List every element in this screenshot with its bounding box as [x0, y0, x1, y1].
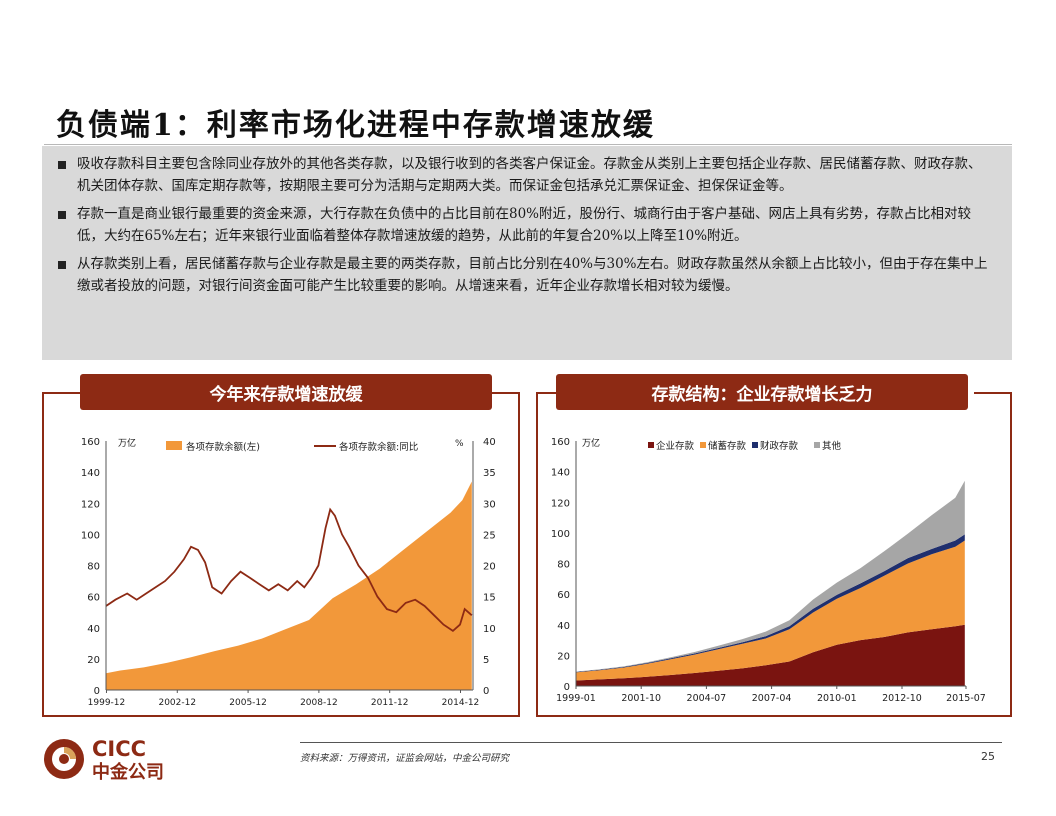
legend-label-3: 其他 — [822, 440, 842, 452]
stack-area-0 — [576, 624, 965, 686]
y-tick-label: 20 — [557, 651, 570, 662]
y-tick-label-left: 0 — [94, 686, 100, 697]
y-tick-label-left: 60 — [87, 593, 100, 604]
summary-box: 吸收存款科目主要包含除同业存放外的其他各类存款，以及银行收到的各类客户保证金。存… — [42, 146, 1012, 360]
square-bullet-icon — [58, 161, 66, 169]
title-divider — [44, 144, 1012, 145]
footer-divider — [300, 742, 1002, 743]
y-tick-label-left: 140 — [81, 468, 100, 479]
left-chart-header: 今年来存款增速放缓 — [80, 374, 492, 410]
y-tick-label-right: 40 — [483, 437, 496, 448]
x-tick-label: 1999-01 — [556, 693, 596, 704]
x-tick-label: 2005-12 — [229, 698, 267, 708]
x-tick-label: 1999-12 — [88, 698, 126, 708]
x-tick-label: 2015-07 — [946, 693, 986, 704]
bullet-paragraph: 存款一直是商业银行最重要的资金来源，大行存款在负债中的占比目前在80%附近，股份… — [58, 204, 992, 247]
paragraph-text: 吸收存款科目主要包含除同业存放外的其他各类存款，以及银行收到的各类客户保证金。存… — [77, 156, 982, 194]
legend-label-line: 各项存款余额:同比 — [339, 441, 418, 453]
legend-swatch-0 — [648, 442, 654, 448]
x-tick-label: 2012-10 — [882, 693, 922, 704]
x-tick-label: 2004-07 — [687, 693, 727, 704]
x-tick-label: 2011-12 — [371, 698, 409, 708]
y-tick-label: 140 — [551, 468, 570, 479]
right-chart-frame — [536, 392, 1012, 717]
y-tick-label: 120 — [551, 498, 570, 509]
x-tick-label: 2002-12 — [158, 698, 196, 708]
x-tick-label: 2014-12 — [442, 698, 480, 708]
x-tick-label: 2007-04 — [752, 693, 792, 704]
stack-area-3 — [576, 480, 965, 672]
stack-area-1 — [576, 540, 965, 681]
y-tick-label-right: 20 — [483, 562, 496, 573]
right-chart-header: 存款结构：企业存款增长乏力 — [556, 374, 968, 410]
left-chart-frame — [42, 392, 520, 717]
y-tick-label-left: 100 — [81, 530, 100, 541]
legend-swatch-1 — [700, 442, 706, 448]
deposit-balance-area — [106, 481, 472, 690]
deposit-yoy-line — [105, 507, 473, 633]
deposit-structure-chart: 0 20 40 60 80 100 120 140 160 万亿 1999-01 2001-10 200… — [551, 437, 986, 704]
page-title: 负债端1：利率市场化进程中存款增速放缓 — [56, 108, 655, 143]
source-note: 资料来源：万得资讯，证监会网站，中金公司研究 — [300, 753, 510, 764]
square-bullet-icon — [58, 261, 66, 269]
y-unit: 万亿 — [582, 437, 600, 449]
y-unit-right: % — [455, 439, 464, 449]
legend-label-2: 财政存款 — [760, 440, 799, 452]
deposit-growth-chart: 0 20 40 60 80 100 120 140 160 0 5 10 15 20 25 30 35 40 万亿%… — [81, 437, 496, 708]
x-tick-label: 2010-01 — [817, 693, 857, 704]
y-tick-label: 40 — [557, 621, 570, 632]
y-tick-label-left: 120 — [81, 499, 100, 510]
logo-text-en: CICC — [92, 737, 146, 761]
y-tick-label-right: 15 — [483, 593, 496, 604]
legend-label-1: 储蓄存款 — [708, 440, 747, 452]
y-tick-label-right: 25 — [483, 530, 496, 541]
y-tick-label: 60 — [557, 590, 570, 601]
y-tick-label: 160 — [551, 437, 570, 448]
x-tick-label: 2008-12 — [300, 698, 338, 708]
x-tick-label: 2001-10 — [621, 693, 661, 704]
y-unit-left: 万亿 — [118, 437, 136, 449]
legend-swatch-area — [166, 441, 182, 450]
y-tick-label-right: 35 — [483, 468, 496, 479]
legend-swatch-3 — [814, 442, 820, 448]
paragraph-text: 存款一直是商业银行最重要的资金来源，大行存款在负债中的占比目前在80%附近，股份… — [77, 206, 972, 244]
y-tick-label-left: 80 — [87, 562, 100, 573]
bullet-paragraph: 吸收存款科目主要包含除同业存放外的其他各类存款，以及银行收到的各类客户保证金。存… — [58, 154, 992, 197]
legend-label-0: 企业存款 — [656, 440, 695, 452]
y-tick-label-right: 10 — [483, 624, 496, 635]
y-tick-label-right: 5 — [483, 655, 489, 666]
y-tick-label-left: 160 — [81, 437, 100, 448]
y-tick-label-left: 40 — [87, 624, 100, 635]
y-tick-label-right: 0 — [483, 686, 489, 697]
y-tick-label: 0 — [564, 682, 570, 693]
legend-swatch-2 — [752, 442, 758, 448]
paragraph-text: 从存款类别上看，居民储蓄存款与企业存款是最主要的两类存款，目前占比分别在40%与… — [77, 256, 988, 294]
bullet-paragraph: 从存款类别上看，居民储蓄存款与企业存款是最主要的两类存款，目前占比分别在40%与… — [58, 254, 992, 297]
logo-text-cn: 中金公司 — [92, 761, 164, 783]
y-tick-label: 80 — [557, 560, 570, 571]
y-tick-label: 100 — [551, 529, 570, 540]
y-tick-label-right: 30 — [483, 499, 496, 510]
legend-label-area: 各项存款余额(左) — [186, 441, 260, 453]
square-bullet-icon — [58, 211, 66, 219]
cicc-logo: CICC 中金公司 — [44, 737, 164, 783]
y-tick-label-left: 20 — [87, 655, 100, 666]
page-number: 25 — [981, 750, 995, 763]
